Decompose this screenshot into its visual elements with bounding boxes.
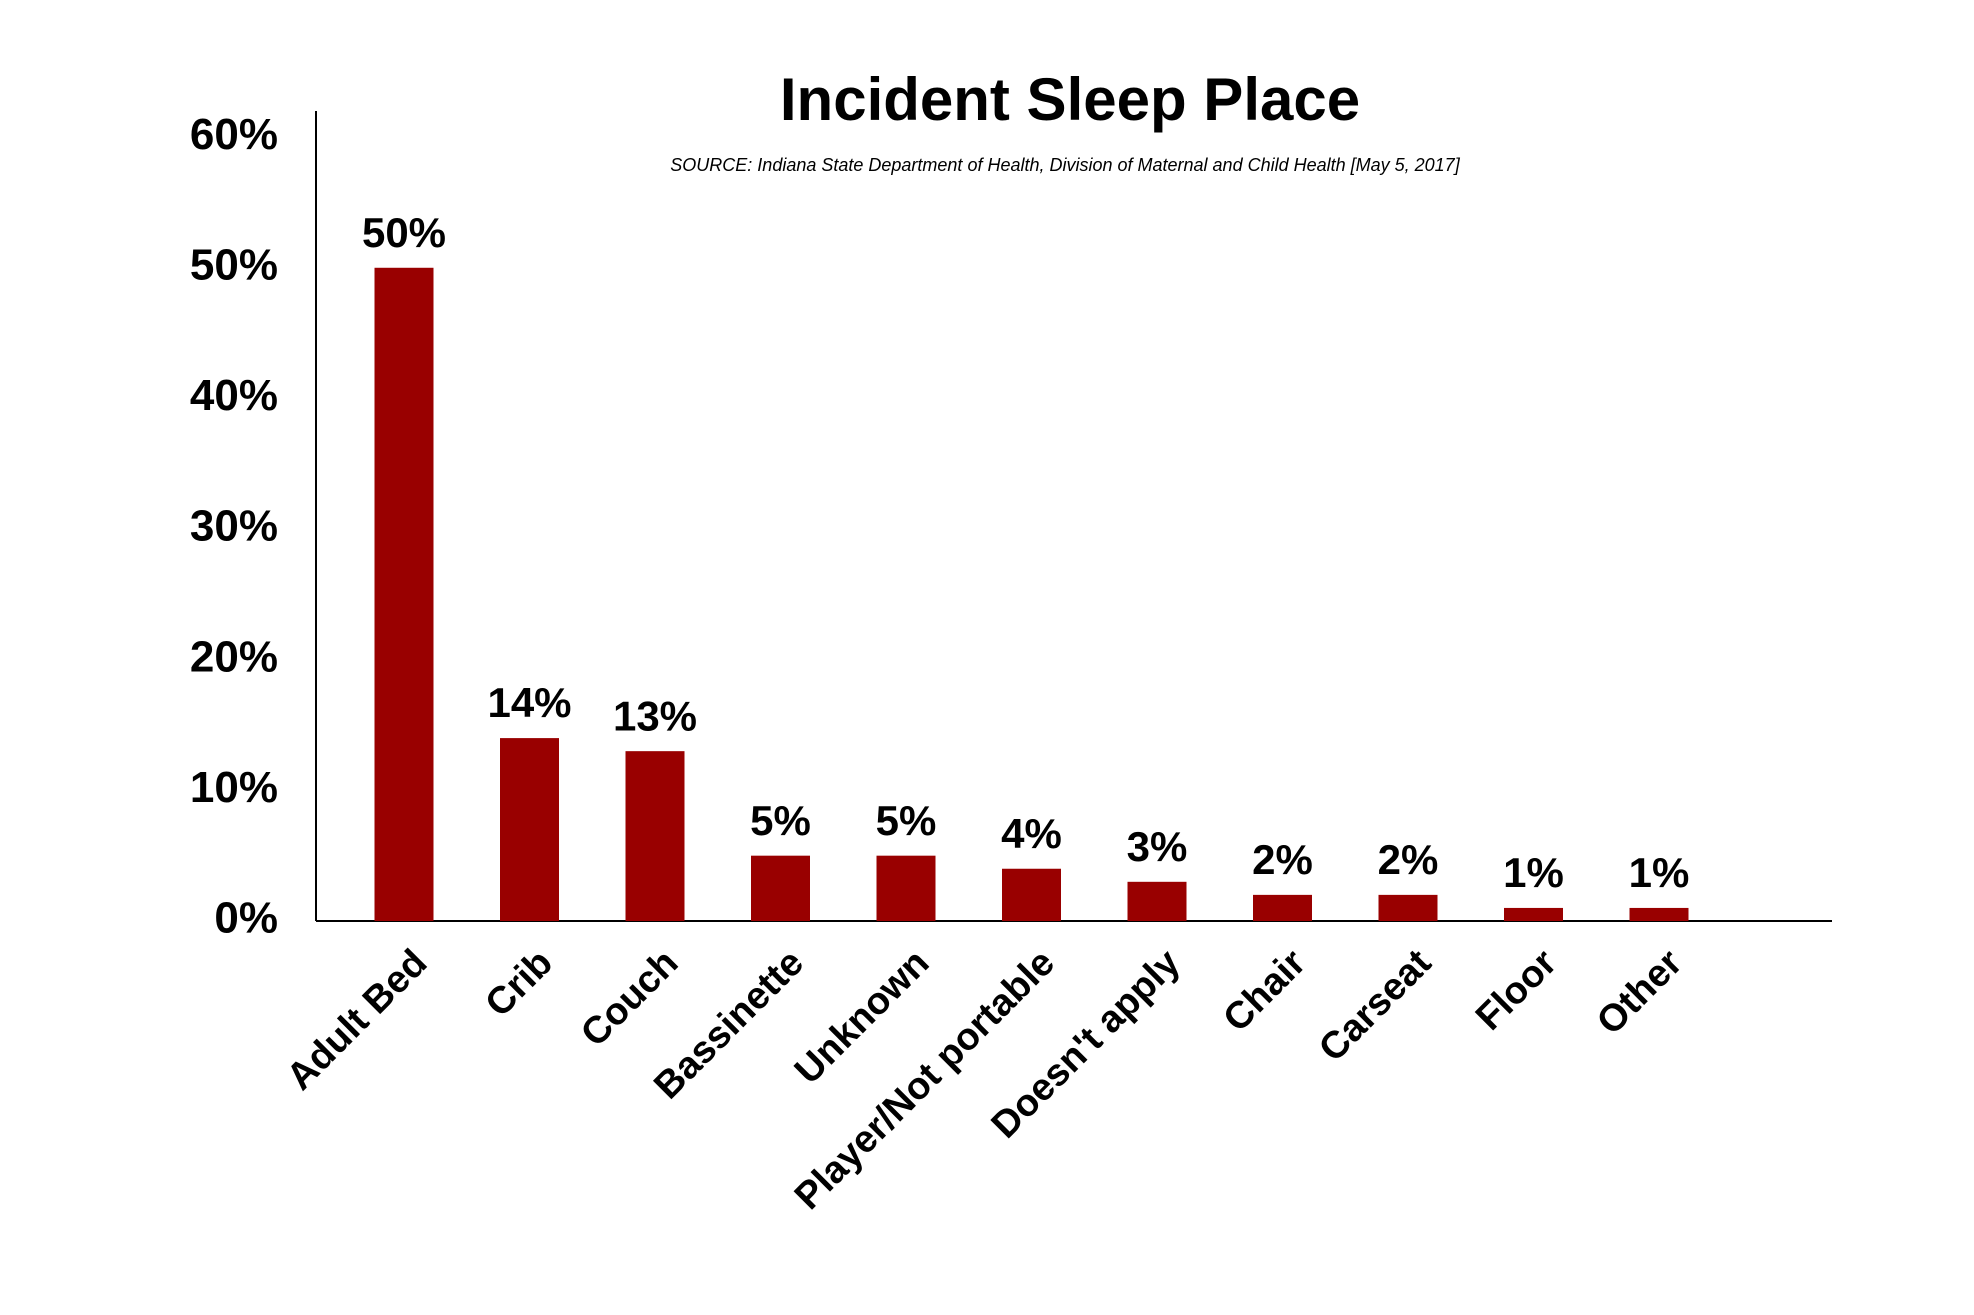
- value-label: 5%: [750, 797, 811, 844]
- value-label: 2%: [1252, 836, 1313, 883]
- value-label: 1%: [1503, 849, 1564, 896]
- y-tick-label: 20%: [190, 632, 278, 681]
- y-tick-label: 60%: [190, 110, 278, 159]
- bar: [1127, 881, 1187, 921]
- bar: [751, 855, 810, 921]
- bar: [1253, 894, 1312, 921]
- bar: [625, 751, 685, 921]
- value-label: 14%: [487, 679, 571, 726]
- chart-title: Incident Sleep Place: [780, 66, 1360, 133]
- bar: [876, 855, 936, 921]
- x-tick-label: Other: [1589, 942, 1691, 1044]
- bar: [1504, 907, 1563, 921]
- bar: [500, 738, 559, 921]
- value-label: 2%: [1378, 836, 1439, 883]
- x-tick-label: Couch: [573, 942, 686, 1055]
- y-tick-label: 40%: [190, 371, 278, 420]
- chart-subtitle: SOURCE: Indiana State Department of Heal…: [670, 155, 1460, 175]
- bar: [1378, 894, 1438, 921]
- y-tick-label: 50%: [190, 240, 278, 289]
- bar: [1002, 868, 1061, 921]
- x-tick-label: Crib: [478, 942, 561, 1025]
- x-tick-label: Floor: [1468, 942, 1565, 1039]
- y-tick-label: 30%: [190, 502, 278, 551]
- value-label: 3%: [1127, 823, 1188, 870]
- x-tick-label: Adult Bed: [279, 942, 436, 1099]
- value-label: 1%: [1629, 849, 1690, 896]
- value-label: 5%: [876, 797, 937, 844]
- x-tick-label: Chair: [1216, 942, 1315, 1041]
- x-tick-label: Carseat: [1311, 942, 1440, 1071]
- bar: [1629, 907, 1689, 921]
- y-tick-label: 10%: [190, 763, 278, 812]
- value-label: 13%: [613, 692, 697, 739]
- value-label: 4%: [1001, 810, 1062, 857]
- bar: [374, 267, 434, 922]
- value-label: 50%: [362, 209, 446, 256]
- y-tick-label: 0%: [214, 894, 278, 943]
